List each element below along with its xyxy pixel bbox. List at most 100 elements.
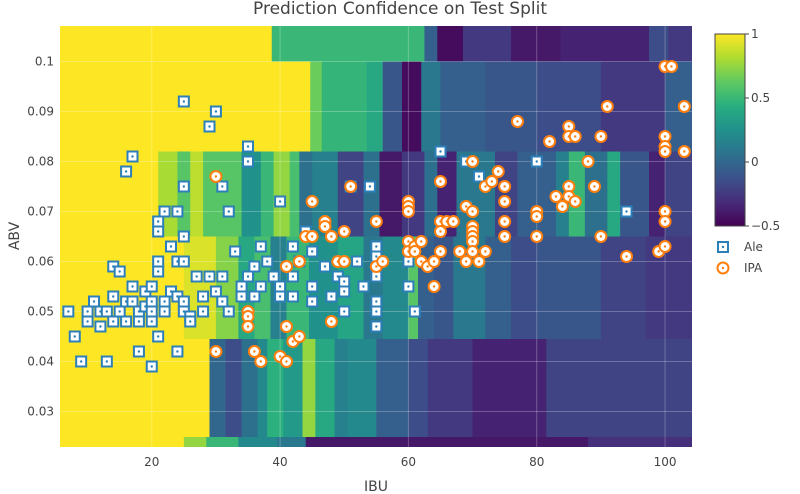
point-ipa[interactable] bbox=[376, 255, 390, 268]
point-ipa[interactable] bbox=[459, 255, 473, 268]
point-ale[interactable] bbox=[434, 145, 447, 158]
point-ipa[interactable] bbox=[677, 145, 691, 158]
point-ale[interactable] bbox=[216, 270, 229, 283]
point-ale[interactable] bbox=[274, 290, 287, 303]
point-ipa[interactable] bbox=[318, 220, 332, 233]
point-ale[interactable] bbox=[145, 305, 158, 318]
point-ipa[interactable] bbox=[510, 115, 524, 128]
point-ale[interactable] bbox=[177, 95, 190, 108]
point-ipa[interactable] bbox=[401, 205, 415, 218]
point-ale[interactable] bbox=[126, 150, 139, 163]
point-ale[interactable] bbox=[203, 120, 216, 133]
point-ale[interactable] bbox=[274, 195, 287, 208]
point-ipa[interactable] bbox=[279, 355, 293, 368]
point-ale[interactable] bbox=[338, 285, 351, 298]
point-ale[interactable] bbox=[235, 280, 248, 293]
point-ale[interactable] bbox=[363, 180, 376, 193]
point-ipa[interactable] bbox=[485, 175, 499, 188]
point-ipa[interactable] bbox=[600, 100, 614, 113]
point-ipa[interactable] bbox=[292, 330, 306, 343]
point-ale[interactable] bbox=[88, 295, 101, 308]
point-ale[interactable] bbox=[197, 290, 210, 303]
point-ale[interactable] bbox=[113, 265, 126, 278]
point-ipa[interactable] bbox=[305, 230, 319, 243]
point-ale[interactable] bbox=[120, 165, 133, 178]
point-ale[interactable] bbox=[107, 290, 120, 303]
point-ipa[interactable] bbox=[549, 190, 563, 203]
point-ipa[interactable] bbox=[433, 225, 447, 238]
point-ale[interactable] bbox=[152, 265, 165, 278]
point-ipa[interactable] bbox=[594, 130, 608, 143]
point-ipa[interactable] bbox=[427, 280, 441, 293]
point-ale[interactable] bbox=[177, 295, 190, 308]
point-ipa[interactable] bbox=[446, 215, 460, 228]
point-ale[interactable] bbox=[100, 305, 113, 318]
point-ipa[interactable] bbox=[466, 245, 480, 258]
point-ipa[interactable] bbox=[466, 155, 480, 168]
point-ipa[interactable] bbox=[209, 170, 223, 183]
point-ipa[interactable] bbox=[254, 355, 268, 368]
point-ipa[interactable] bbox=[433, 175, 447, 188]
point-ale[interactable] bbox=[132, 315, 145, 328]
point-ipa[interactable] bbox=[466, 205, 480, 218]
point-ale[interactable] bbox=[190, 270, 203, 283]
point-ipa[interactable] bbox=[543, 135, 557, 148]
point-ipa[interactable] bbox=[369, 215, 383, 228]
point-ale[interactable] bbox=[177, 255, 190, 268]
point-ale[interactable] bbox=[152, 330, 165, 343]
point-ipa[interactable] bbox=[305, 195, 319, 208]
point-ipa[interactable] bbox=[337, 225, 351, 238]
point-ale[interactable] bbox=[254, 280, 267, 293]
point-ale[interactable] bbox=[222, 305, 235, 318]
point-ale[interactable] bbox=[248, 260, 261, 273]
point-ipa[interactable] bbox=[279, 260, 293, 273]
point-ipa[interactable] bbox=[568, 195, 582, 208]
legend-item-ipa[interactable]: IPA bbox=[716, 261, 764, 275]
point-ale[interactable] bbox=[242, 155, 254, 168]
point-ale[interactable] bbox=[100, 355, 113, 368]
point-ale[interactable] bbox=[68, 330, 81, 343]
point-ale[interactable] bbox=[145, 315, 158, 328]
point-ale[interactable] bbox=[152, 255, 165, 268]
point-ipa[interactable] bbox=[337, 255, 351, 268]
legend-item-ale[interactable]: Ale bbox=[717, 240, 763, 254]
point-ale[interactable] bbox=[165, 240, 177, 253]
point-ale[interactable] bbox=[286, 240, 299, 253]
point-ale[interactable] bbox=[209, 105, 222, 118]
point-ipa[interactable] bbox=[594, 230, 608, 243]
point-ipa[interactable] bbox=[453, 245, 467, 258]
point-ale[interactable] bbox=[286, 270, 299, 283]
point-ale[interactable] bbox=[81, 315, 94, 328]
point-ipa[interactable] bbox=[658, 145, 672, 158]
point-ale[interactable] bbox=[177, 230, 190, 243]
point-ale[interactable] bbox=[145, 295, 158, 308]
point-ale[interactable] bbox=[370, 295, 383, 308]
point-ale[interactable] bbox=[126, 280, 139, 293]
point-ale[interactable] bbox=[306, 245, 319, 258]
point-ale[interactable] bbox=[197, 305, 210, 318]
point-ipa[interactable] bbox=[247, 345, 261, 358]
point-ale[interactable] bbox=[235, 290, 248, 303]
point-ale[interactable] bbox=[81, 305, 94, 318]
point-ale[interactable] bbox=[171, 205, 184, 218]
point-ipa[interactable] bbox=[324, 230, 338, 243]
point-ale[interactable] bbox=[216, 295, 229, 308]
point-ale[interactable] bbox=[229, 245, 242, 258]
point-ipa[interactable] bbox=[498, 180, 512, 193]
point-ale[interactable] bbox=[126, 295, 139, 308]
point-ale[interactable] bbox=[177, 180, 190, 193]
point-ale[interactable] bbox=[152, 215, 165, 228]
point-ale[interactable] bbox=[171, 345, 184, 358]
point-ale[interactable] bbox=[254, 240, 267, 253]
point-ale[interactable] bbox=[306, 295, 319, 308]
point-ipa[interactable] bbox=[620, 250, 634, 263]
point-ipa[interactable] bbox=[427, 255, 441, 268]
point-ale[interactable] bbox=[338, 305, 351, 318]
point-ale[interactable] bbox=[113, 305, 126, 318]
point-ipa[interactable] bbox=[555, 200, 569, 213]
point-ale[interactable] bbox=[402, 280, 415, 293]
point-ale[interactable] bbox=[94, 320, 107, 333]
point-ale[interactable] bbox=[408, 305, 421, 318]
point-ale[interactable] bbox=[338, 275, 351, 288]
point-ale[interactable] bbox=[203, 270, 216, 283]
